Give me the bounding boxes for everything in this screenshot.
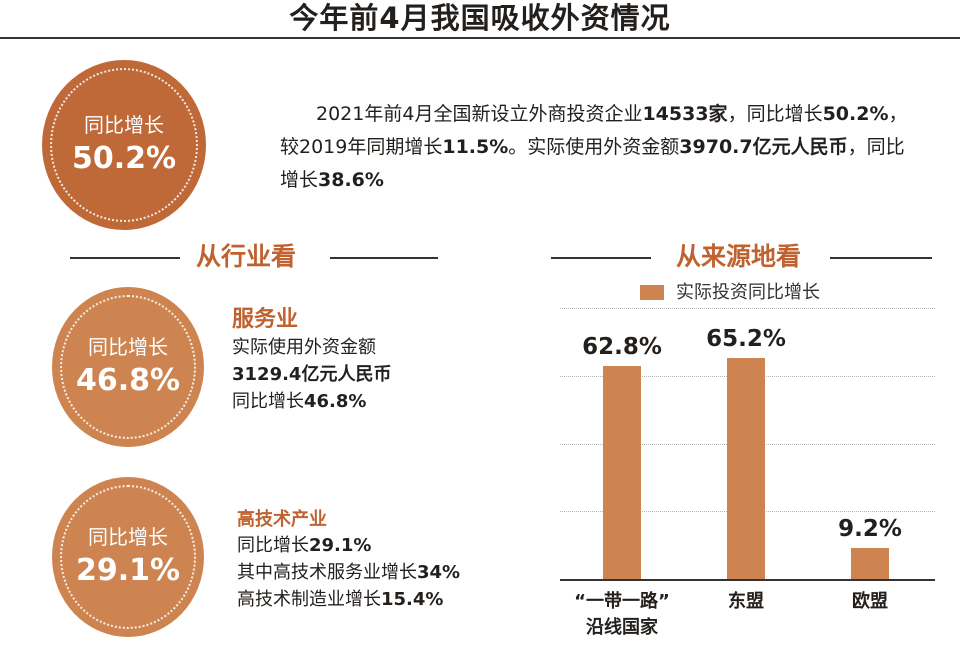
page-title: 今年前4月我国吸收外资情况: [289, 1, 671, 35]
summary-text-part: ，较2019年同期增长: [280, 103, 908, 158]
hightech-line: 高技术制造业增长15.4%: [237, 586, 460, 613]
chart-title: 从来源地看: [676, 242, 802, 271]
bar: [603, 366, 641, 579]
services-amount: 3129.4亿元人民币: [232, 364, 392, 385]
summary-text-part: ，同比增长: [280, 136, 905, 191]
summary-text-part: 50.2%: [822, 103, 889, 125]
services-block: 服务业 实际使用外资金额 3129.4亿元人民币 同比增长46.8%: [232, 306, 391, 415]
hightech-label: 高技术制造业增长: [237, 589, 381, 610]
summary-text: 2021年前4月全国新设立外商投资企业14533家，同比增长50.2%，较201…: [280, 98, 920, 197]
category-label: “一带一路”: [574, 591, 670, 612]
category-sublabel: 沿线国家: [586, 617, 658, 638]
legend-label: 实际投资同比增长: [676, 282, 820, 303]
hightech-value: 15.4%: [381, 589, 444, 610]
summary-text-part: 2021年前4月全国新设立外商投资企业: [316, 103, 643, 125]
summary-text-part: 。实际使用外资金额: [508, 136, 680, 158]
hightech-value: 29.1%: [309, 535, 372, 556]
summary-text-part: 38.6%: [318, 169, 384, 191]
services-growth-circle: 同比增长 46.8%: [52, 287, 204, 447]
circle-value: 29.1%: [75, 553, 181, 588]
x-tick-label: 欧盟: [800, 589, 940, 615]
section-rule-left: [551, 257, 651, 259]
circle-value: 50.2%: [71, 141, 177, 176]
hightech-value: 34%: [417, 562, 461, 583]
summary-text-part: ，同比增长: [727, 103, 823, 125]
hightech-heading: 高技术产业: [237, 509, 327, 530]
bar: [851, 547, 889, 579]
source-bar-chart: 62.8% “一带一路” 沿线国家 65.2% 东盟 9.2% 欧盟: [560, 300, 935, 646]
services-heading: 服务业: [232, 307, 299, 332]
summary-text-part: 14533家: [642, 103, 728, 125]
summary-text-part: 11.5%: [442, 136, 509, 158]
services-line: 实际使用外资金额: [232, 337, 376, 358]
services-growth-label: 同比增长: [232, 391, 304, 412]
gridline: [560, 308, 935, 309]
hightech-label: 其中高技术服务业增长: [237, 562, 417, 583]
services-line: 同比增长46.8%: [232, 388, 391, 415]
x-tick-label: 东盟: [676, 589, 816, 615]
circle-value: 46.8%: [75, 363, 181, 398]
services-growth-value: 46.8%: [304, 391, 367, 412]
data-label: 65.2%: [706, 326, 786, 353]
data-label: 62.8%: [582, 334, 662, 361]
category-label: 欧盟: [852, 591, 888, 612]
hightech-line: 同比增长29.1%: [237, 532, 460, 559]
circle-label: 同比增长: [88, 525, 168, 549]
data-label: 9.2%: [838, 515, 902, 542]
hightech-growth-circle: 同比增长 29.1%: [52, 477, 204, 637]
hightech-line: 其中高技术服务业增长34%: [237, 559, 460, 586]
circle-label: 同比增长: [88, 335, 168, 359]
hightech-block: 高技术产业 同比增长29.1% 其中高技术服务业增长34% 高技术制造业增长15…: [237, 508, 460, 613]
legend-swatch: [640, 285, 664, 300]
category-label: 东盟: [728, 591, 764, 612]
summary-text-part: 3970.7亿元人民币: [679, 136, 848, 158]
circle-label: 同比增长: [84, 113, 164, 137]
section-rule-right: [330, 257, 438, 259]
industry-section-title: 从行业看: [196, 242, 297, 271]
x-tick-label: “一带一路” 沿线国家: [552, 589, 692, 641]
section-rule-left: [70, 257, 180, 259]
section-rule-right: [830, 257, 932, 259]
bar: [727, 358, 765, 579]
title-divider: [0, 37, 960, 39]
summary-growth-circle: 同比增长 50.2%: [42, 60, 206, 230]
hightech-label: 同比增长: [237, 535, 309, 556]
x-axis: [560, 579, 935, 581]
